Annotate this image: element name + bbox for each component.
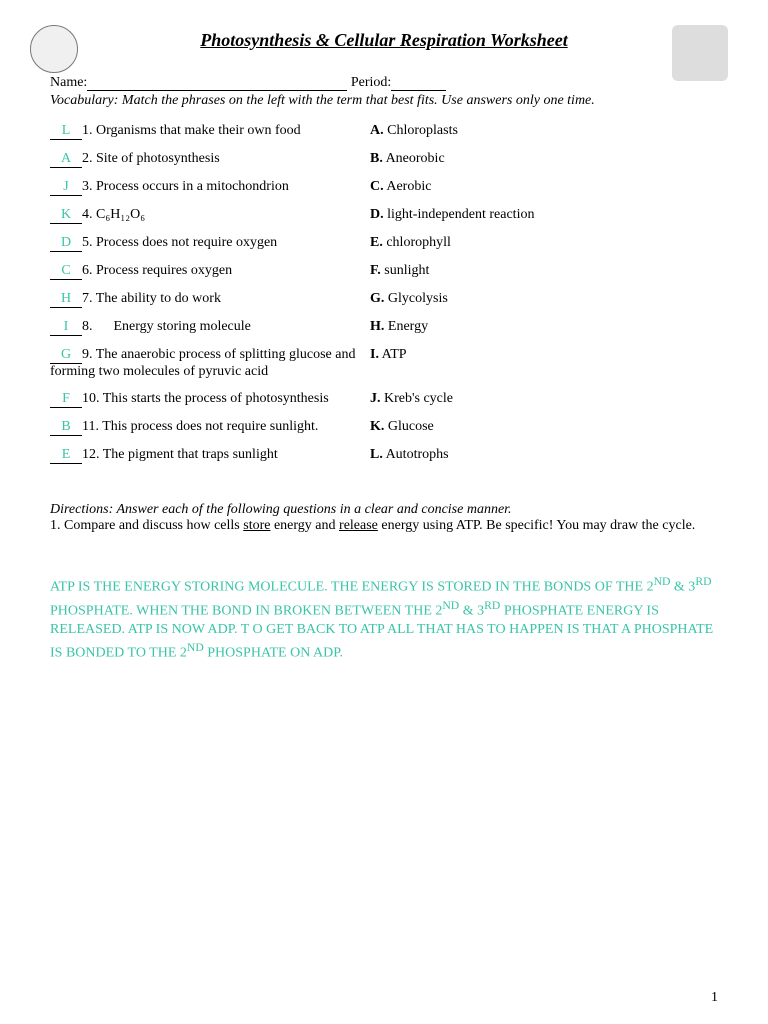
option-row: K. Glucose: [370, 419, 718, 436]
name-label: Name:: [50, 75, 87, 90]
tree-icon: [672, 25, 728, 81]
q1-store: store: [243, 518, 270, 533]
question-row: I8. Energy storing molecule: [50, 319, 360, 336]
directions-heading: Directions: Answer each of the following…: [50, 502, 512, 517]
name-period-row: Name: Period:: [50, 75, 718, 91]
question-row: H7. The ability to do work: [50, 291, 360, 308]
q1-release: release: [339, 518, 378, 533]
question-row: E12. The pigment that traps sunlight: [50, 447, 360, 464]
option-row: D. light-independent reaction: [370, 207, 718, 224]
vocab-instructions: Vocabulary: Match the phrases on the lef…: [50, 93, 718, 109]
question-row: A2. Site of photosynthesis: [50, 151, 360, 168]
answer-blank[interactable]: L: [50, 123, 82, 140]
answer-blank[interactable]: I: [50, 319, 82, 336]
period-blank[interactable]: [391, 77, 446, 91]
answer-blank[interactable]: J: [50, 179, 82, 196]
option-row: G. Glycolysis: [370, 291, 718, 308]
answer-paragraph: ATP IS THE ENERGY STORING MOLECULE. THE …: [50, 574, 718, 664]
cell-icon: [30, 25, 78, 73]
option-row: H. Energy: [370, 319, 718, 336]
period-label: Period:: [351, 75, 391, 90]
name-blank[interactable]: [87, 77, 347, 91]
question-row: G9. The anaerobic process of splitting g…: [50, 347, 360, 380]
question-row: F10. This starts the process of photosyn…: [50, 391, 360, 408]
directions-section: Directions: Answer each of the following…: [50, 502, 718, 534]
page-number: 1: [711, 990, 718, 1006]
answer-blank[interactable]: G: [50, 347, 82, 364]
question-row: J3. Process occurs in a mitochondrion: [50, 179, 360, 196]
option-row: B. Aneorobic: [370, 151, 718, 168]
option-row: F. sunlight: [370, 263, 718, 280]
q1-suffix: energy using ATP. Be specific! You may d…: [378, 518, 695, 533]
answer-blank[interactable]: D: [50, 235, 82, 252]
answer-blank[interactable]: A: [50, 151, 82, 168]
title-row: Photosynthesis & Cellular Respiration Wo…: [50, 30, 718, 51]
answer-blank[interactable]: K: [50, 207, 82, 224]
worksheet-page: Photosynthesis & Cellular Respiration Wo…: [0, 0, 768, 1024]
answer-blank[interactable]: B: [50, 419, 82, 436]
question-row: D5. Process does not require oxygen: [50, 235, 360, 252]
question-row: K4. C₆H₁₂O₆: [50, 207, 360, 224]
question-row: C6. Process requires oxygen: [50, 263, 360, 280]
answer-blank[interactable]: F: [50, 391, 82, 408]
vocab-grid: L1. Organisms that make their own food A.…: [50, 123, 718, 464]
option-row: I. ATP: [370, 347, 718, 380]
answer-blank[interactable]: H: [50, 291, 82, 308]
question-row: L1. Organisms that make their own food: [50, 123, 360, 140]
q1-prefix: 1. Compare and discuss how cells: [50, 518, 243, 533]
question-row: B11. This process does not require sunli…: [50, 419, 360, 436]
option-row: A. Chloroplasts: [370, 123, 718, 140]
worksheet-title: Photosynthesis & Cellular Respiration Wo…: [200, 30, 567, 51]
option-row: C. Aerobic: [370, 179, 718, 196]
q1-mid: energy and: [270, 518, 339, 533]
answer-blank[interactable]: C: [50, 263, 82, 280]
option-row: E. chlorophyll: [370, 235, 718, 252]
option-row: J. Kreb's cycle: [370, 391, 718, 408]
option-row: L. Autotrophs: [370, 447, 718, 464]
answer-blank[interactable]: E: [50, 447, 82, 464]
